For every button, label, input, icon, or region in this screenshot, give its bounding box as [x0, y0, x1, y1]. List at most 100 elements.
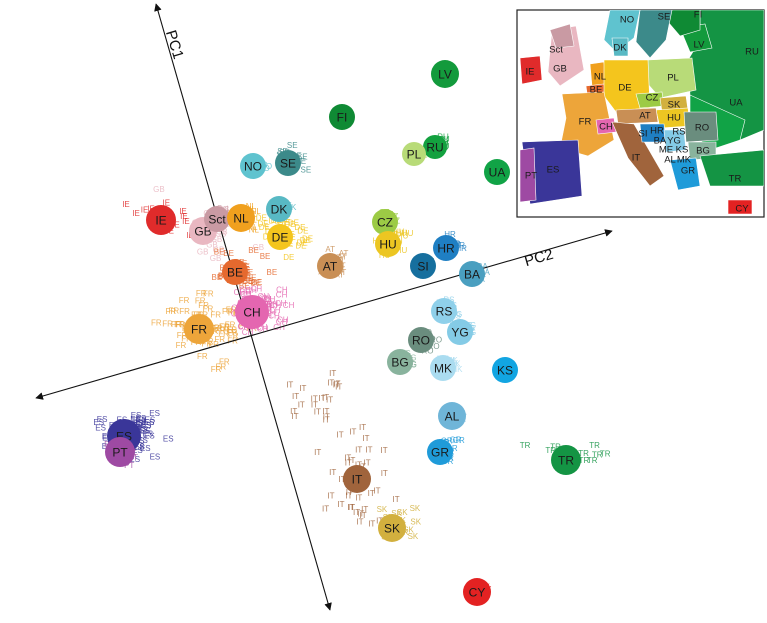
sample-label-sk: SK — [410, 504, 421, 513]
sample-label-es: ES — [140, 444, 151, 453]
sample-label-de: DE — [302, 235, 313, 244]
sample-label-be: BE — [248, 246, 259, 255]
sample-label-fr: FR — [197, 352, 208, 361]
centroid-label-ru: RU — [426, 141, 443, 155]
centroid-label-pl: PL — [407, 148, 422, 162]
sample-label-se: SE — [301, 165, 312, 174]
sample-label-fr: FR — [151, 319, 162, 328]
pc1-axis-label: PC1 — [162, 28, 187, 61]
sample-label-fr: FR — [179, 307, 190, 316]
centroid-marker-al — [438, 402, 466, 430]
map-label-tr: TR — [729, 174, 742, 185]
sample-label-it: IT — [355, 461, 362, 470]
centroid-label-nl: NL — [233, 212, 249, 226]
map-label-it: IT — [632, 153, 641, 164]
centroid-marker-ru — [423, 135, 447, 159]
sample-label-it: IT — [345, 491, 352, 500]
centroid-nl: NL — [227, 204, 255, 232]
centroid-si: SI — [410, 253, 436, 279]
centroid-marker-sk — [378, 514, 406, 542]
centroid-label-se: SE — [280, 157, 296, 171]
sample-label-it: IT — [292, 392, 299, 401]
sample-label-ch: CH — [239, 285, 251, 294]
sample-label-es: ES — [95, 423, 106, 432]
yugoslavia-shape — [663, 129, 687, 153]
centroid-label-be: BE — [227, 266, 243, 280]
sample-label-it: IT — [319, 394, 326, 403]
map-label-cz: CZ — [646, 93, 659, 104]
map-label-gr: GR — [681, 166, 695, 177]
centroid-fr: FR — [184, 314, 214, 344]
sample-label-it: IT — [337, 430, 344, 439]
sample-label-es: ES — [137, 425, 148, 434]
centroid-marker-ba — [459, 261, 485, 287]
centroid-label-al: AL — [445, 410, 460, 424]
centroid-pl: PL — [402, 142, 426, 166]
centroid-bg: BG — [387, 349, 413, 375]
sample-label-ie: IE — [182, 217, 190, 226]
sample-label-es: ES — [130, 415, 141, 424]
map-label-fi: FI — [694, 10, 702, 21]
centroid-gr: GR — [427, 439, 453, 465]
map-label-nl: NL — [594, 72, 606, 83]
sample-label-gb: GB — [197, 248, 209, 257]
sample-label-it: IT — [361, 505, 368, 514]
centroid-label-sk: SK — [384, 522, 400, 536]
centroid-marker-si — [410, 253, 436, 279]
centroid-label-hu: HU — [379, 238, 396, 252]
europe-inset-map: NO SE FI LV RU DK Sct IE GB NL BE DE PL CZ SK HU UA FR CH A… — [516, 9, 765, 218]
centroid-marker-fi — [329, 104, 355, 130]
map-label-ua: UA — [729, 98, 743, 109]
sample-label-fr: FR — [176, 341, 187, 350]
centroid-marker-mk — [430, 355, 456, 381]
sample-label-gr: GR — [450, 436, 462, 445]
map-label-de: DE — [618, 83, 631, 94]
sample-label-it: IT — [290, 407, 297, 416]
centroid-label-ba: BA — [464, 268, 480, 282]
centroid-marker-hu — [375, 231, 401, 257]
sample-label-sk: SK — [377, 505, 388, 514]
map-label-al: AL — [664, 155, 676, 166]
map-label-fr: FR — [579, 117, 592, 128]
sample-label-be: BE — [260, 252, 271, 261]
sample-label-de: DE — [294, 223, 305, 232]
sample-label-es: ES — [145, 416, 156, 425]
centroid-marker-ch — [235, 295, 269, 329]
sample-label-es: ES — [97, 415, 108, 424]
map-label-dk: DK — [613, 43, 627, 54]
sample-label-es: ES — [144, 418, 155, 427]
centroid-label-de: DE — [272, 231, 289, 245]
austria-shape — [615, 107, 659, 125]
sample-label-tr: TR — [600, 450, 611, 459]
centroid-ua: UA — [484, 159, 510, 185]
centroid-marker-gr — [427, 439, 453, 465]
map-label-bg: BG — [696, 146, 710, 157]
map-label-cy: CY — [735, 204, 749, 215]
sample-label-fr: FR — [174, 320, 185, 329]
sample-label-it: IT — [323, 412, 330, 421]
sample-label-es: ES — [129, 455, 140, 464]
sample-label-tr: TR — [545, 446, 556, 455]
sample-label-es: ES — [163, 435, 174, 444]
sample-label-it: IT — [286, 381, 293, 390]
sample-label-fr: FR — [203, 290, 214, 299]
centroid-al: AL — [438, 402, 466, 430]
centroid-no: NO — [240, 153, 266, 179]
sample-label-hu: HU — [402, 229, 414, 238]
sample-label-tr: TR — [578, 449, 589, 458]
map-label-sk: SK — [668, 100, 681, 111]
sample-label-es: ES — [144, 432, 155, 441]
centroid-ie: IE — [146, 205, 176, 235]
centroid-marker-no — [240, 153, 266, 179]
centroid-at: AT — [317, 253, 343, 279]
romania-shape — [683, 111, 719, 143]
sample-label-it: IT — [327, 492, 334, 501]
sample-label-fr: FR — [179, 296, 190, 305]
sample-label-it: IT — [381, 469, 388, 478]
sample-label-it: IT — [299, 384, 306, 393]
sample-label-ie: IE — [132, 209, 140, 218]
centroid-label-hr: HR — [437, 242, 455, 256]
denmark-shape — [611, 37, 629, 57]
map-label-sct: Sct — [549, 45, 563, 56]
